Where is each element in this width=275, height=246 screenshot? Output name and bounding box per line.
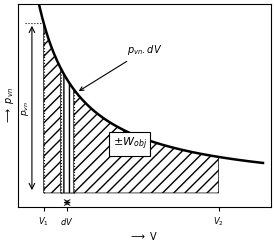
Text: $\pm W_{obj}$: $\pm W_{obj}$ (113, 136, 147, 152)
X-axis label: $\longrightarrow$ V: $\longrightarrow$ V (130, 230, 159, 242)
Text: $p_{vn}.dV$: $p_{vn}.dV$ (80, 43, 163, 91)
Polygon shape (61, 68, 74, 193)
Polygon shape (44, 23, 219, 193)
Text: $p_{vn}$: $p_{vn}$ (20, 100, 31, 116)
Y-axis label: $\longrightarrow$ $p_{vn}$: $\longrightarrow$ $p_{vn}$ (4, 87, 16, 124)
